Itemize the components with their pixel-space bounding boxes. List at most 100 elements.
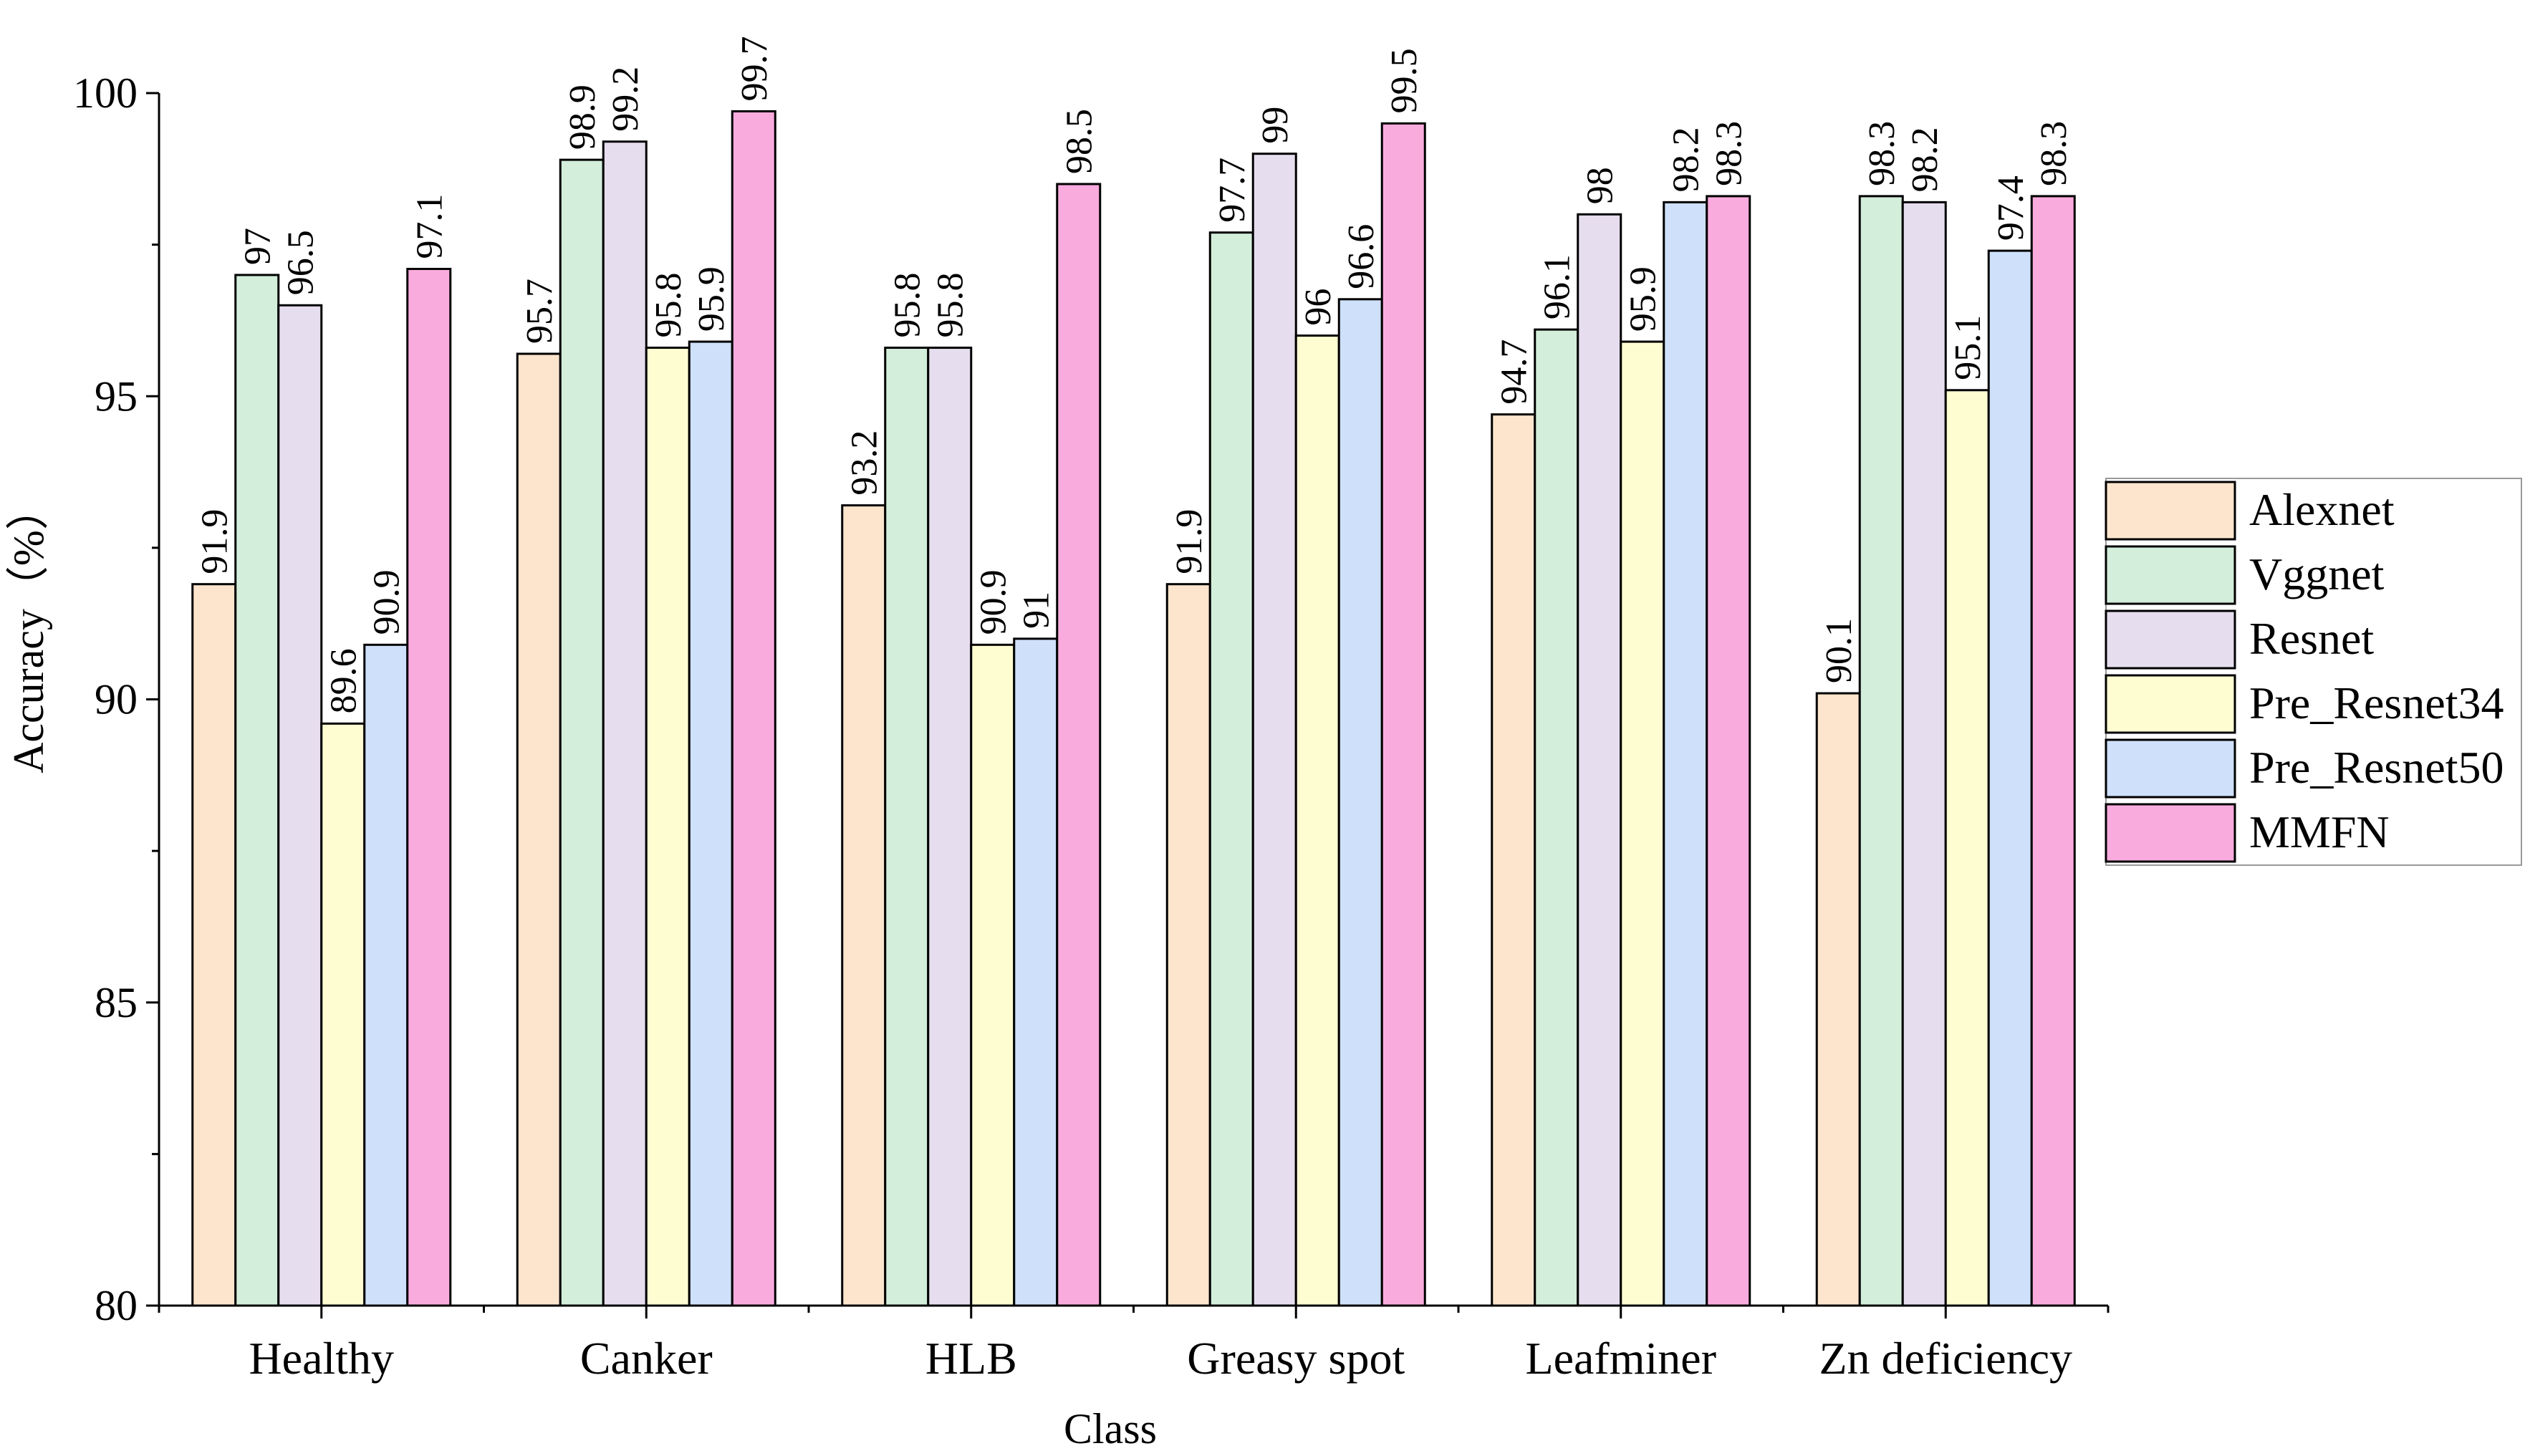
- bar-canker-vggnet: [559, 158, 605, 1307]
- data-label-zn-deficiency-vggnet: 98.3: [1862, 121, 1903, 186]
- y-tick-label-90: 90: [95, 676, 138, 723]
- bar-healthy-pre-resnet50: [363, 643, 409, 1307]
- x-tick-label-greasy-spot: Greasy spot: [1187, 1333, 1405, 1384]
- data-label-greasy-spot-pre-resnet50: 96.6: [1341, 224, 1382, 289]
- bar-greasy-spot-resnet: [1251, 153, 1297, 1307]
- legend-label-pre-resnet50: Pre_Resnet50: [2249, 742, 2504, 793]
- bar-healthy-alexnet: [191, 583, 237, 1307]
- bar-greasy-spot-pre-resnet50: [1337, 298, 1383, 1307]
- data-label-canker-resnet: 99.2: [605, 67, 646, 132]
- bar-greasy-spot-alexnet: [1165, 583, 1211, 1307]
- bar-hlb-pre-resnet34: [970, 643, 1016, 1307]
- data-label-leafminer-pre-resnet50: 98.2: [1666, 127, 1707, 192]
- legend-label-pre-resnet34: Pre_Resnet34: [2249, 678, 2504, 728]
- bar-leafminer-mmfn: [1706, 195, 1751, 1307]
- data-label-canker-alexnet: 95.7: [519, 279, 560, 344]
- bar-healthy-vggnet: [234, 274, 280, 1307]
- data-label-greasy-spot-alexnet: 91.9: [1169, 509, 1210, 574]
- legend-label-vggnet: Vggnet: [2249, 549, 2385, 599]
- legend-swatch-vggnet: [2105, 545, 2236, 605]
- legend-swatch-resnet: [2105, 609, 2236, 670]
- data-labels-group: 91.997 96.589.690.997.195.798.9 99.295.8 95…: [195, 36, 2075, 713]
- bar-zn-deficiency-pre-resnet50: [1987, 249, 2033, 1307]
- x-axis-title: Class: [1064, 1405, 1157, 1452]
- legend-frame: [2105, 478, 2522, 866]
- legend-swatch-pre-resnet34: [2105, 674, 2236, 734]
- x-tick-label-canker: Canker: [580, 1333, 713, 1384]
- data-label-zn-deficiency-resnet: 98.2: [1905, 127, 1946, 192]
- bar-leafminer-vggnet: [1534, 328, 1579, 1307]
- data-label-leafminer-mmfn: 98.3: [1709, 121, 1750, 186]
- data-label-leafminer-vggnet: 96.1: [1537, 254, 1578, 319]
- data-label-zn-deficiency-mmfn: 98.3: [2034, 121, 2074, 186]
- legend: Alexnet Vggnet Resnet Pre_Resnet34 Pre_Resne…: [2105, 478, 2522, 866]
- data-label-hlb-resnet: 95.8: [930, 273, 971, 338]
- bar-leafminer-resnet: [1577, 213, 1622, 1307]
- data-label-greasy-spot-pre-resnet34: 96: [1298, 289, 1339, 326]
- data-label-healthy-vggnet: 97: [238, 228, 279, 265]
- legend-swatch-mmfn: [2105, 803, 2236, 863]
- data-label-leafminer-pre-resnet34: 95.9: [1623, 266, 1664, 332]
- data-label-greasy-spot-vggnet: 97.7: [1212, 158, 1253, 223]
- data-label-healthy-pre-resnet34: 89.6: [324, 648, 365, 713]
- y-tick-label-95: 95: [95, 372, 138, 420]
- bar-canker-alexnet: [516, 352, 562, 1307]
- data-label-greasy-spot-resnet: 99: [1255, 107, 1296, 144]
- x-tick-label-healthy: Healthy: [249, 1333, 394, 1384]
- x-tick-label-hlb: HLB: [925, 1333, 1017, 1384]
- data-label-leafminer-alexnet: 94.7: [1494, 339, 1535, 405]
- y-tick-label-85: 85: [95, 979, 138, 1026]
- data-label-hlb-mmfn: 98.5: [1059, 109, 1100, 174]
- x-tick-label-leafminer: Leafminer: [1526, 1333, 1717, 1384]
- bar-leafminer-pre-resnet34: [1620, 340, 1665, 1307]
- bar-zn-deficiency-pre-resnet34: [1944, 389, 1990, 1307]
- data-label-healthy-pre-resnet50: 90.9: [367, 569, 408, 635]
- y-axis-title: Accuracy（%）: [5, 487, 52, 773]
- data-label-canker-vggnet: 98.9: [562, 85, 603, 150]
- bar-canker-pre-resnet50: [688, 340, 734, 1307]
- legend-label-alexnet: Alexnet: [2249, 484, 2395, 535]
- data-label-zn-deficiency-pre-resnet34: 95.1: [1948, 315, 1988, 380]
- y-tick-label-80: 80: [95, 1282, 138, 1329]
- legend-label-mmfn: MMFN: [2249, 806, 2390, 857]
- bar-hlb-alexnet: [841, 504, 887, 1307]
- data-label-greasy-spot-mmfn: 99.5: [1384, 48, 1425, 113]
- data-label-healthy-alexnet: 91.9: [195, 509, 236, 574]
- bar-hlb-resnet: [927, 347, 973, 1307]
- bar-healthy-mmfn: [406, 267, 452, 1307]
- bars-group: [191, 110, 2076, 1307]
- x-tick-label-zn-deficiency: Zn deficiency: [1819, 1333, 2072, 1384]
- data-label-canker-pre-resnet34: 95.8: [648, 273, 689, 338]
- bar-healthy-resnet: [277, 304, 323, 1307]
- bar-zn-deficiency-resnet: [1901, 201, 1947, 1307]
- bar-canker-pre-resnet34: [645, 347, 691, 1307]
- bar-zn-deficiency-vggnet: [1858, 195, 1904, 1307]
- data-label-healthy-resnet: 96.5: [281, 230, 322, 295]
- legend-swatch-pre-resnet50: [2105, 738, 2236, 799]
- bar-greasy-spot-pre-resnet34: [1294, 334, 1340, 1307]
- bar-healthy-pre-resnet34: [320, 722, 366, 1307]
- bar-canker-mmfn: [731, 110, 776, 1307]
- data-label-canker-pre-resnet50: 95.9: [691, 266, 732, 332]
- data-label-hlb-pre-resnet34: 90.9: [973, 569, 1014, 635]
- bar-leafminer-pre-resnet50: [1663, 201, 1708, 1307]
- bar-canker-resnet: [602, 140, 648, 1307]
- bar-zn-deficiency-alexnet: [1815, 692, 1861, 1307]
- legend-label-resnet: Resnet: [2249, 613, 2374, 664]
- bar-hlb-vggnet: [884, 347, 930, 1307]
- bar-hlb-pre-resnet50: [1013, 637, 1059, 1307]
- data-label-zn-deficiency-pre-resnet50: 97.4: [1991, 175, 2031, 241]
- bar-hlb-mmfn: [1056, 183, 1102, 1307]
- y-tick-label-100: 100: [73, 69, 138, 117]
- axes-group: 80 85 90 95 100 Healthy Canker HLB Greasy spot Le…: [73, 69, 2110, 1384]
- data-label-leafminer-resnet: 98: [1580, 167, 1621, 204]
- data-label-hlb-pre-resnet50: 91: [1016, 592, 1057, 629]
- bar-greasy-spot-mmfn: [1380, 122, 1426, 1307]
- bar-leafminer-alexnet: [1491, 413, 1536, 1307]
- legend-swatch-alexnet: [2105, 481, 2236, 541]
- data-label-hlb-vggnet: 95.8: [888, 273, 928, 338]
- data-label-healthy-mmfn: 97.1: [410, 193, 451, 259]
- data-label-canker-mmfn: 99.7: [734, 36, 775, 101]
- data-label-zn-deficiency-alexnet: 90.1: [1819, 618, 1860, 683]
